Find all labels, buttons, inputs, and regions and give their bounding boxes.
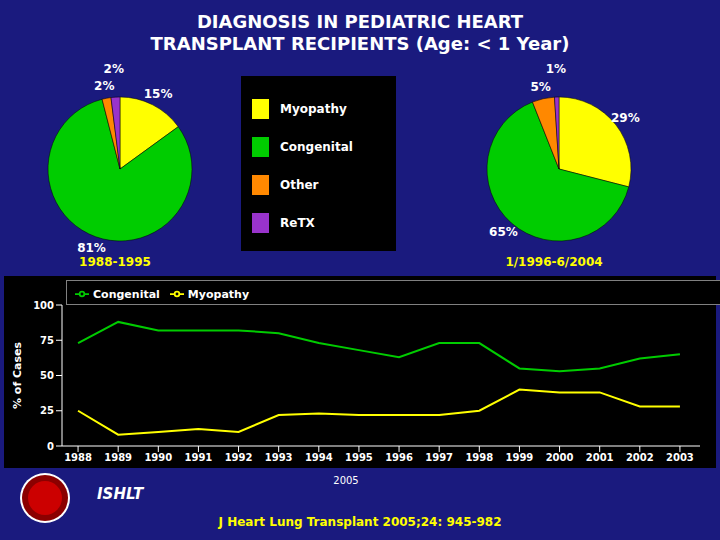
html-text:1/1996-6/2004: 1/1996-6/2004 xyxy=(505,255,603,269)
svg-text:29%: 29% xyxy=(611,111,640,125)
html-text:Other: Other xyxy=(280,178,319,192)
svg-text:65%: 65% xyxy=(489,225,518,239)
svg-text:81%: 81% xyxy=(77,241,106,255)
svg-text:1991: 1991 xyxy=(185,452,213,463)
svg-text:1997: 1997 xyxy=(425,452,453,463)
svg-text:% of Cases: % of Cases xyxy=(11,342,24,410)
html-text:Congenital: Congenital xyxy=(280,140,353,154)
svg-text:1988: 1988 xyxy=(64,452,92,463)
svg-text:5%: 5% xyxy=(530,80,550,94)
svg-text:2001: 2001 xyxy=(586,452,614,463)
svg-text:1996: 1996 xyxy=(385,452,413,463)
html-text:Congenital: Congenital xyxy=(93,288,160,301)
html-text:ReTX: ReTX xyxy=(280,216,315,230)
svg-text:25: 25 xyxy=(40,405,54,416)
svg-text:1993: 1993 xyxy=(265,452,293,463)
html-text:J Heart Lung Transplant 2005;2: J Heart Lung Transplant 2005;24: 945-982 xyxy=(218,515,502,529)
svg-text:1995: 1995 xyxy=(345,452,373,463)
html-text:Myopathy: Myopathy xyxy=(187,288,250,301)
svg-text:2%: 2% xyxy=(94,79,114,93)
svg-text:2000: 2000 xyxy=(546,452,574,463)
svg-text:0: 0 xyxy=(47,441,54,452)
svg-text:1989: 1989 xyxy=(104,452,132,463)
svg-text:1990: 1990 xyxy=(144,452,172,463)
svg-text:100: 100 xyxy=(33,300,54,311)
svg-text:1994: 1994 xyxy=(305,452,333,463)
svg-text:1%: 1% xyxy=(546,62,566,76)
html-text:TRANSPLANT RECIPIENTS (Age: <: TRANSPLANT RECIPIENTS (Age: < 1 Year) xyxy=(150,33,570,54)
svg-text:2003: 2003 xyxy=(666,452,694,463)
svg-text:1999: 1999 xyxy=(506,452,534,463)
html-text:ISHLT: ISHLT xyxy=(97,485,144,503)
html-text:1988-1995: 1988-1995 xyxy=(79,255,151,269)
svg-text:75: 75 xyxy=(40,335,54,346)
html-text:2005: 2005 xyxy=(333,475,359,486)
svg-text:1998: 1998 xyxy=(465,452,493,463)
svg-text:50: 50 xyxy=(40,370,54,381)
html-text:DIAGNOSIS IN PEDIATRIC HEART: DIAGNOSIS IN PEDIATRIC HEART xyxy=(196,11,524,32)
svg-text:2%: 2% xyxy=(104,62,124,76)
svg-text:2002: 2002 xyxy=(626,452,654,463)
svg-text:1992: 1992 xyxy=(225,452,253,463)
html-text:Myopathy: Myopathy xyxy=(280,102,347,116)
svg-text:15%: 15% xyxy=(144,87,173,101)
